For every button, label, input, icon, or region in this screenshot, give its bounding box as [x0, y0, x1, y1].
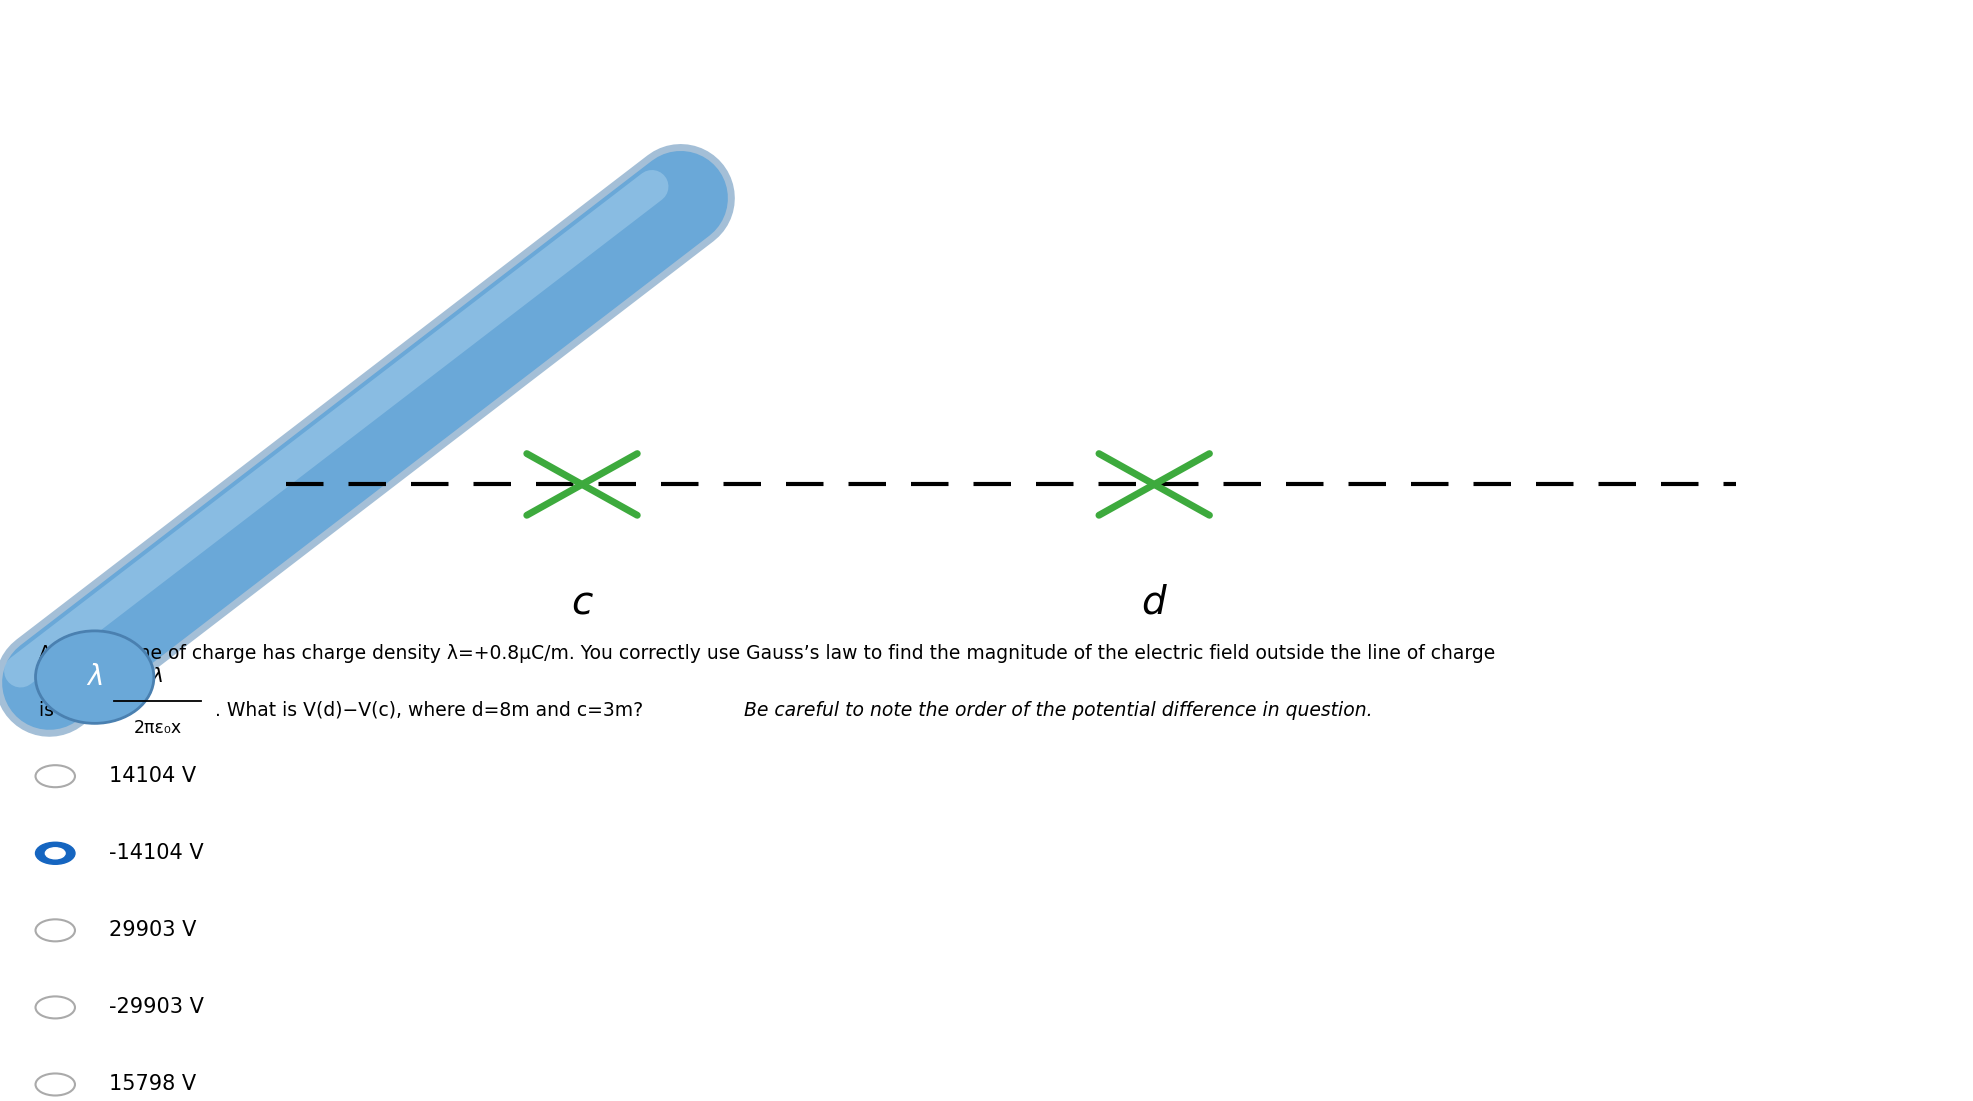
Text: 29903 V: 29903 V: [109, 920, 195, 940]
Text: λ: λ: [152, 667, 164, 686]
Circle shape: [36, 842, 75, 864]
Text: 14104 V: 14104 V: [109, 766, 195, 786]
Text: is E(x)=: is E(x)=: [39, 700, 114, 720]
Text: $d$: $d$: [1140, 584, 1168, 622]
Text: A infinite line of charge has charge density λ=+0.8μC/m. You correctly use Gauss: A infinite line of charge has charge den…: [39, 644, 1496, 663]
Text: $c$: $c$: [570, 584, 594, 622]
Text: 15798 V: 15798 V: [109, 1075, 195, 1094]
Text: 2πε₀x: 2πε₀x: [134, 719, 182, 737]
Text: $\lambda$: $\lambda$: [87, 664, 103, 690]
Circle shape: [45, 848, 65, 859]
Text: Be careful to note the order of the potential difference in question.: Be careful to note the order of the pote…: [744, 700, 1373, 720]
Text: -29903 V: -29903 V: [109, 998, 203, 1017]
Ellipse shape: [36, 631, 154, 723]
Text: -14104 V: -14104 V: [109, 843, 203, 863]
Text: . What is V(d)−V(c), where d=8m and c=3m?: . What is V(d)−V(c), where d=8m and c=3m…: [215, 700, 649, 720]
